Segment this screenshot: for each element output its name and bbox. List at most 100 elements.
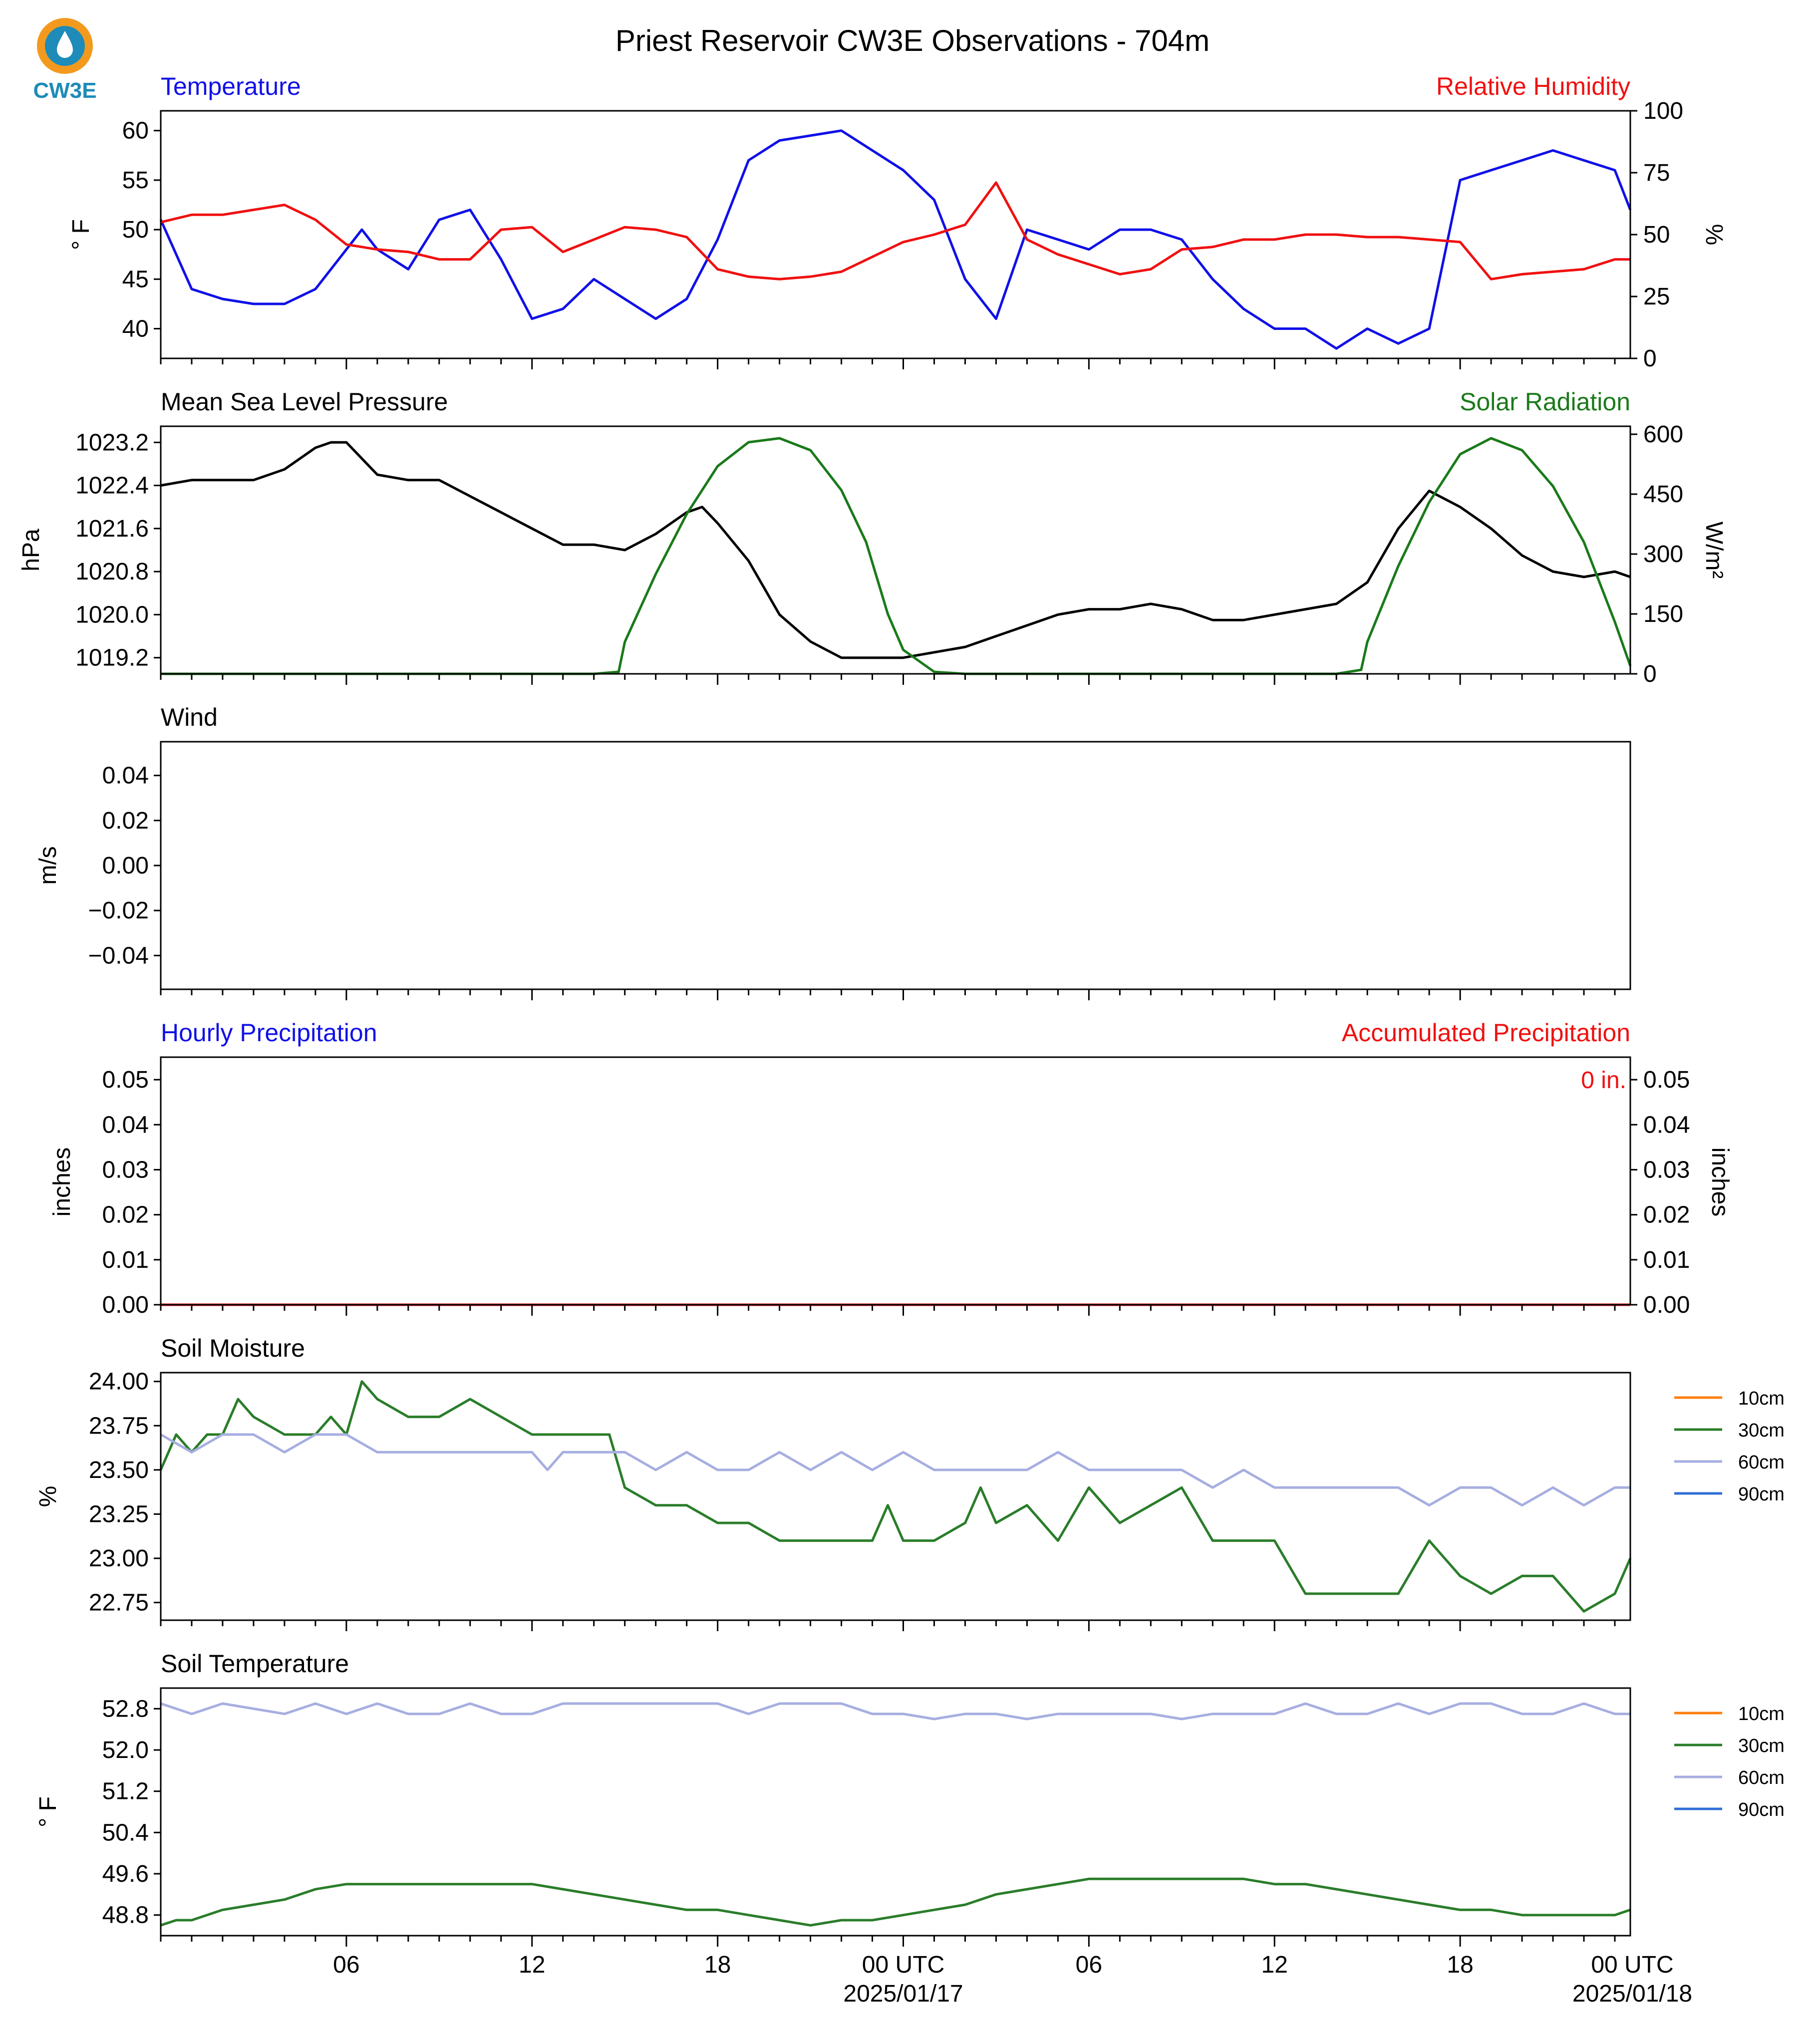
panel-precipitation: Hourly Precipitation Accumulated Precipi…	[49, 1019, 1733, 1318]
x-tick-label: 18	[1447, 1952, 1473, 1978]
pressure-solar-plot: 1019.2 1020.0 1020.8 1021.6 1022.4 1023.2 0 150…	[75, 421, 1683, 687]
precip-total-label: 0 in.	[1581, 1067, 1626, 1094]
series-temperature	[159, 129, 1632, 350]
solar-ylabel: W/m²	[1701, 522, 1727, 579]
x-date-label: 2025/01/17	[843, 1981, 963, 2007]
legend-label: 10cm	[1738, 1704, 1785, 1725]
series-30cm	[159, 1380, 1632, 1613]
y-tick-label: 0.00	[1643, 1292, 1690, 1318]
y-tick-label: 52.8	[102, 1696, 149, 1722]
y-tick-label: 48.8	[102, 1902, 149, 1929]
panel-frame	[160, 1372, 1631, 1621]
accumulated-precip-title: Accumulated Precipitation	[1342, 1019, 1630, 1047]
series-mean-sea-level-pressure	[160, 441, 1631, 659]
y-tick-label: 0.05	[102, 1067, 149, 1093]
y-tick-label: 45	[122, 266, 149, 292]
panel-pressure-solar: Mean Sea Level Pressure Solar Radiation …	[18, 388, 1727, 687]
series-30cm	[160, 1877, 1631, 1927]
panel-frame	[160, 110, 1631, 359]
y-tick-label: 23.50	[89, 1457, 149, 1483]
legend-label: 60cm	[1738, 1452, 1785, 1473]
hourly-precip-ylabel: inches	[49, 1148, 75, 1217]
y-tick-label: 0.00	[102, 1292, 149, 1318]
y-tick-label: 300	[1643, 541, 1683, 568]
soil-temperature-title: Soil Temperature	[161, 1650, 349, 1678]
y-tick-label: 0	[1643, 345, 1657, 372]
y-tick-label: 50.4	[102, 1819, 149, 1846]
panel-soil-moisture: Soil Moisture % 22.75 23.00 23.25 23.50 23.7…	[35, 1334, 1785, 1631]
temperature-humidity-plot: 40 45 50 55 60 0 25 50 75 100	[122, 98, 1683, 372]
y-tick-label: 22.75	[89, 1590, 149, 1616]
cw3e-logo: CW3E	[33, 18, 97, 103]
x-tick-label: 12	[1261, 1952, 1288, 1978]
series-relative-humidity	[160, 181, 1630, 281]
y-tick-label: 49.6	[102, 1861, 149, 1887]
y-tick-label: 450	[1643, 481, 1683, 508]
humidity-title: Relative Humidity	[1436, 72, 1630, 100]
wind-plot: −0.04 −0.02 0.00 0.02 0.04	[88, 763, 1616, 1000]
legend-label: 30cm	[1738, 1420, 1785, 1441]
y-tick-label: 0.02	[102, 1202, 149, 1228]
y-tick-label: 23.25	[89, 1501, 149, 1527]
soil-moisture-title: Soil Moisture	[161, 1334, 305, 1362]
y-tick-label: 0.00	[102, 853, 149, 879]
y-tick-label: 0.04	[102, 1112, 149, 1138]
y-tick-label: 1021.6	[75, 516, 149, 542]
y-tick-label: 1022.4	[75, 473, 149, 499]
y-tick-label: 1020.8	[75, 559, 149, 585]
wind-title: Wind	[161, 703, 218, 731]
y-tick-label: 52.0	[102, 1737, 149, 1763]
soil-temperature-plot: 48.8 49.6 50.4 51.2 52.0 52.8	[102, 1696, 1631, 1947]
series-60cm	[160, 1702, 1630, 1721]
wind-ylabel: m/s	[35, 846, 61, 884]
x-tick-label: 00 UTC	[1591, 1952, 1673, 1978]
logo-text: CW3E	[33, 78, 96, 103]
precipitation-plot: 0.00 0.01 0.02 0.03 0.04 0.05 0.00 0.01 0.02 0.03…	[102, 1067, 1690, 1318]
y-tick-label: 24.00	[89, 1369, 149, 1395]
soil-moisture-plot: 22.75 23.00 23.25 23.50 23.75 24.00	[89, 1369, 1632, 1631]
figure-title: Priest Reservoir CW3E Observations - 704…	[615, 24, 1210, 57]
y-tick-label: 51.2	[102, 1778, 149, 1805]
panel-frame	[160, 1056, 1631, 1306]
legend-label: 90cm	[1738, 1799, 1785, 1820]
x-tick-label: 12	[519, 1952, 545, 1978]
legend-label: 60cm	[1738, 1767, 1785, 1788]
y-tick-label: 0.01	[102, 1247, 149, 1273]
y-tick-label: 1019.2	[75, 645, 149, 671]
y-tick-label: −0.04	[88, 942, 149, 969]
y-tick-label: 75	[1643, 160, 1670, 186]
y-tick-label: 0.03	[1643, 1157, 1690, 1183]
soil-moisture-ylabel: %	[35, 1486, 61, 1507]
y-tick-label: 0.02	[1643, 1202, 1690, 1228]
y-tick-label: −0.02	[88, 897, 149, 924]
y-tick-label: 600	[1643, 421, 1683, 448]
y-tick-label: 50	[1643, 222, 1670, 248]
temperature-ylabel: ° F	[68, 219, 94, 250]
legend-label: 10cm	[1738, 1388, 1785, 1409]
y-tick-label: 1023.2	[75, 429, 149, 456]
temperature-title: Temperature	[161, 72, 301, 100]
panel-frame	[160, 425, 1631, 675]
y-tick-label: 23.00	[89, 1545, 149, 1572]
panel-soil-temperature: Soil Temperature ° F 48.8 49.6 50.4 51.2 52.…	[35, 1650, 1785, 1947]
y-tick-label: 100	[1643, 98, 1683, 124]
y-tick-label: 0.05	[1643, 1067, 1690, 1093]
y-tick-label: 0.04	[1643, 1112, 1690, 1138]
y-tick-label: 0.04	[102, 763, 149, 789]
time-axis: 06 12 18 00 UTC 06 12 18 00 UTC 2025/01/17 2025/0…	[333, 1952, 1692, 2007]
y-tick-label: 0.03	[102, 1157, 149, 1183]
series-solar-radiation	[161, 437, 1632, 675]
hourly-precip-title: Hourly Precipitation	[161, 1019, 377, 1047]
logo-drop-icon	[57, 31, 73, 58]
legend-label: 90cm	[1738, 1484, 1785, 1505]
solar-title: Solar Radiation	[1460, 388, 1630, 416]
y-tick-label: 25	[1643, 284, 1670, 310]
panel-wind: Wind m/s −0.04 −0.02 0.00 0.02 0.04	[35, 703, 1631, 1000]
y-tick-label: 0.02	[102, 808, 149, 834]
y-tick-label: 50	[122, 217, 149, 243]
y-tick-label: 1020.0	[75, 601, 149, 628]
pressure-title: Mean Sea Level Pressure	[161, 388, 448, 416]
soil-temperature-legend: 10cm 30cm 60cm 90cm	[1674, 1704, 1785, 1820]
humidity-ylabel: %	[1701, 224, 1727, 246]
